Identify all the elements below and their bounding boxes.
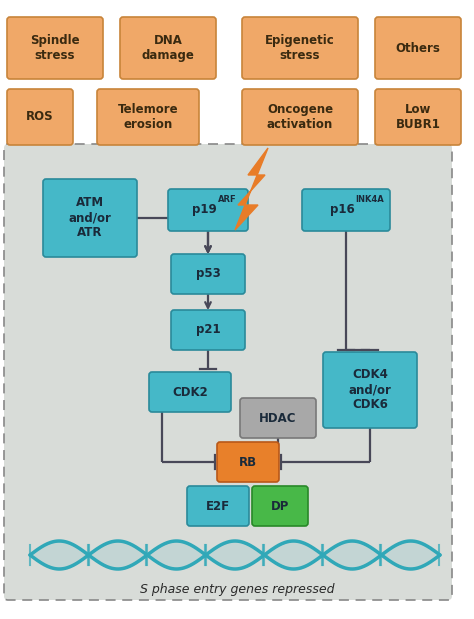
Text: Epigenetic
stress: Epigenetic stress — [265, 34, 335, 62]
FancyBboxPatch shape — [217, 442, 279, 482]
Text: CDK2: CDK2 — [172, 386, 208, 399]
Text: Telemore
erosion: Telemore erosion — [118, 103, 178, 131]
FancyBboxPatch shape — [171, 254, 245, 294]
Text: Spindle
stress: Spindle stress — [30, 34, 80, 62]
Text: p19: p19 — [191, 204, 216, 217]
Text: CDK4
and/or
CDK6: CDK4 and/or CDK6 — [348, 368, 392, 412]
FancyBboxPatch shape — [7, 17, 103, 79]
Text: ARF: ARF — [218, 196, 236, 204]
Polygon shape — [235, 148, 268, 230]
FancyBboxPatch shape — [187, 486, 249, 526]
FancyBboxPatch shape — [375, 89, 461, 145]
Text: HDAC: HDAC — [259, 412, 297, 425]
Text: S phase entry genes repressed: S phase entry genes repressed — [140, 584, 334, 597]
FancyBboxPatch shape — [240, 398, 316, 438]
Text: INK4A: INK4A — [356, 196, 384, 204]
Text: p21: p21 — [196, 324, 220, 337]
Text: RB: RB — [239, 456, 257, 469]
FancyBboxPatch shape — [7, 89, 73, 145]
FancyBboxPatch shape — [4, 144, 452, 600]
Text: DP: DP — [271, 500, 289, 513]
FancyBboxPatch shape — [323, 352, 417, 428]
FancyBboxPatch shape — [120, 17, 216, 79]
Text: p16: p16 — [329, 204, 355, 217]
Text: ROS: ROS — [26, 111, 54, 124]
Text: Oncogene
activation: Oncogene activation — [267, 103, 333, 131]
Text: E2F: E2F — [206, 500, 230, 513]
FancyBboxPatch shape — [242, 89, 358, 145]
Text: p53: p53 — [196, 267, 220, 280]
Text: ATM
and/or
ATR: ATM and/or ATR — [69, 196, 111, 240]
FancyBboxPatch shape — [252, 486, 308, 526]
FancyBboxPatch shape — [97, 89, 199, 145]
Text: DNA
damage: DNA damage — [142, 34, 194, 62]
FancyBboxPatch shape — [168, 189, 248, 231]
FancyBboxPatch shape — [171, 310, 245, 350]
Text: Others: Others — [396, 41, 440, 54]
FancyBboxPatch shape — [302, 189, 390, 231]
FancyBboxPatch shape — [149, 372, 231, 412]
FancyBboxPatch shape — [242, 17, 358, 79]
FancyBboxPatch shape — [43, 179, 137, 257]
Text: Low
BUBR1: Low BUBR1 — [396, 103, 440, 131]
FancyBboxPatch shape — [375, 17, 461, 79]
